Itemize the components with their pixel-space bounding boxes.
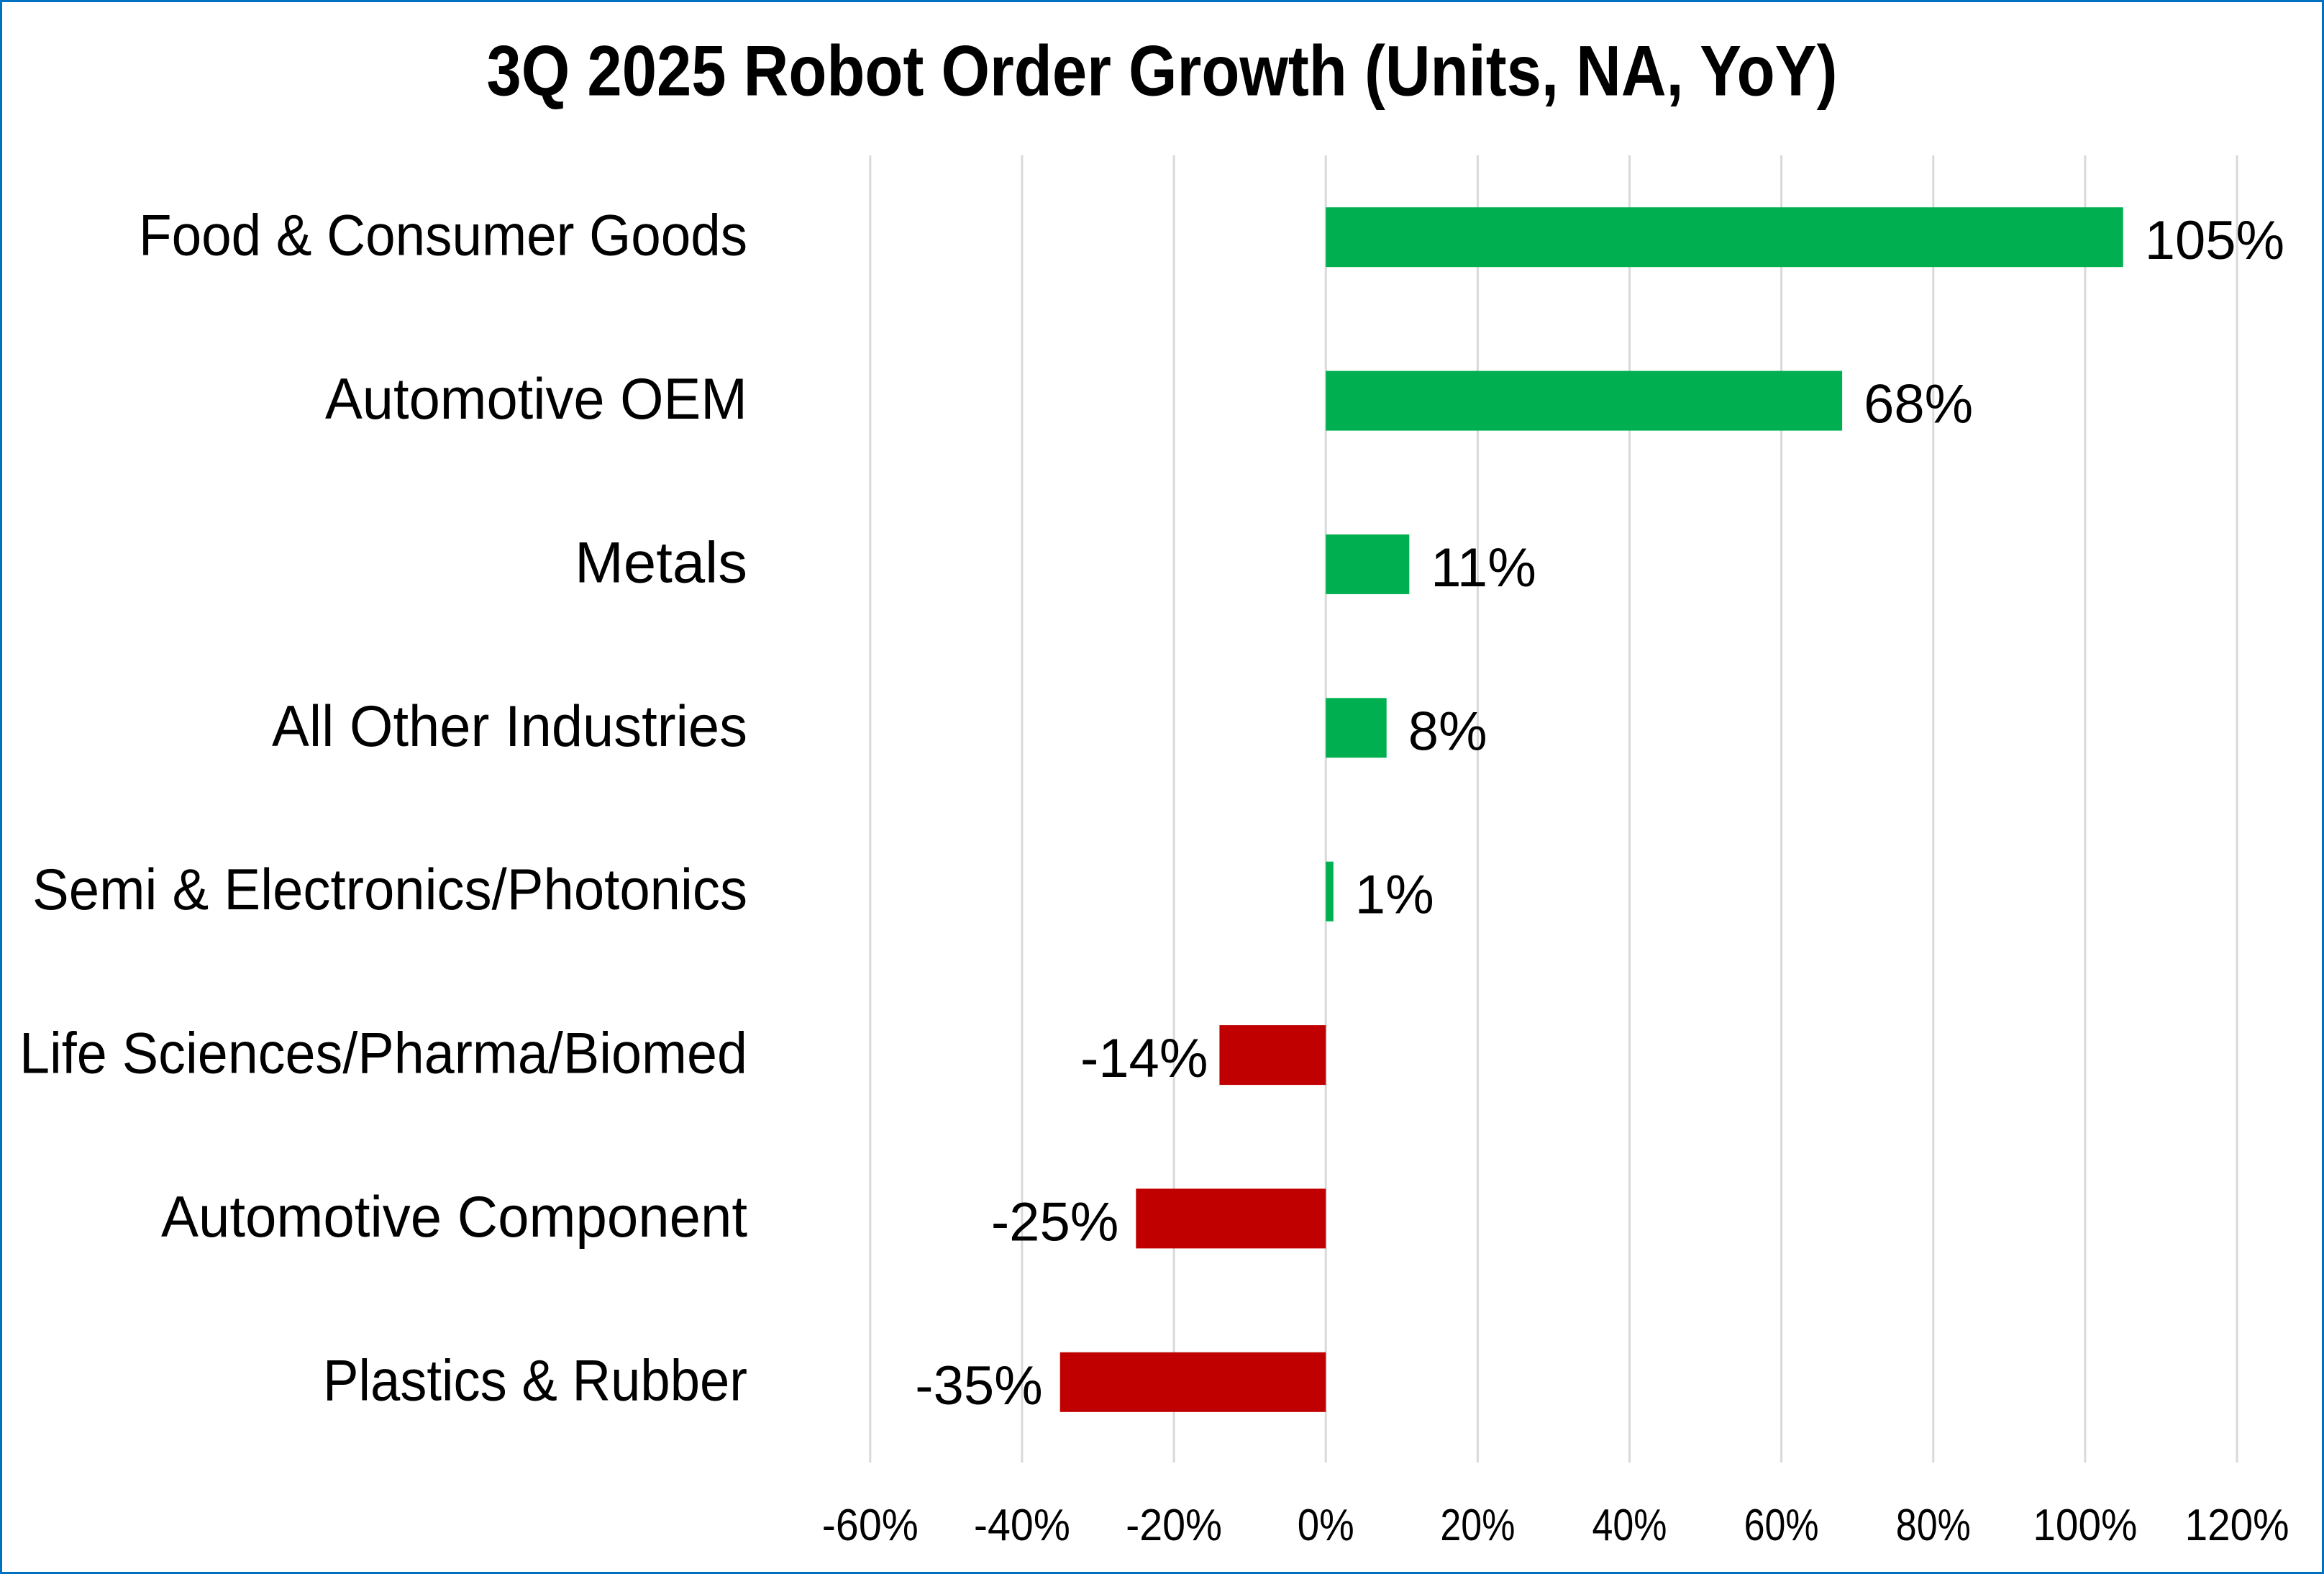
svg-text:80%: 80% <box>1896 1501 1971 1550</box>
svg-text:-20%: -20% <box>1126 1501 1222 1550</box>
svg-text:105%: 105% <box>2145 210 2284 271</box>
svg-text:-25%: -25% <box>991 1191 1118 1252</box>
svg-text:11%: 11% <box>1431 537 1536 599</box>
svg-text:8%: 8% <box>1408 701 1487 762</box>
svg-text:1%: 1% <box>1355 865 1434 926</box>
svg-text:-40%: -40% <box>974 1501 1070 1550</box>
svg-text:Semi & Electronics/Photonics: Semi & Electronics/Photonics <box>32 857 747 922</box>
svg-text:Metals: Metals <box>575 530 747 595</box>
svg-text:60%: 60% <box>1744 1501 1819 1550</box>
svg-text:Automotive OEM: Automotive OEM <box>325 367 747 432</box>
svg-text:All Other Industries: All Other Industries <box>272 694 747 759</box>
svg-text:100%: 100% <box>2033 1501 2137 1550</box>
svg-text:40%: 40% <box>1592 1501 1667 1550</box>
svg-text:20%: 20% <box>1440 1501 1515 1550</box>
svg-text:0%: 0% <box>1298 1501 1354 1550</box>
svg-text:-14%: -14% <box>1080 1028 1208 1089</box>
svg-text:-35%: -35% <box>915 1355 1042 1416</box>
svg-text:Plastics & Rubber: Plastics & Rubber <box>323 1348 747 1413</box>
svg-text:-60%: -60% <box>822 1501 919 1550</box>
svg-text:120%: 120% <box>2185 1501 2289 1550</box>
svg-text:Food & Consumer Goods: Food & Consumer Goods <box>139 204 747 268</box>
svg-text:Life Sciences/Pharma/Biomed: Life Sciences/Pharma/Biomed <box>19 1022 747 1086</box>
svg-text:68%: 68% <box>1864 374 1973 435</box>
svg-text:3Q 2025 Robot Order Growth (Un: 3Q 2025 Robot Order Growth (Units, NA, Y… <box>487 31 1838 111</box>
svg-text:Automotive Component: Automotive Component <box>161 1185 747 1250</box>
